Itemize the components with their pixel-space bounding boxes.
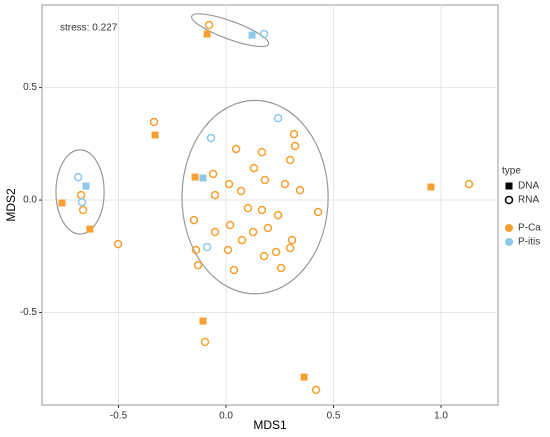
y-tick-label: -0.5 — [20, 307, 38, 318]
point-rna — [259, 251, 269, 261]
point-rna — [193, 260, 203, 270]
legend-swatch — [505, 224, 513, 232]
point-rna — [259, 29, 269, 39]
point-dna — [151, 131, 159, 139]
legend-label: RNA — [518, 195, 539, 206]
point-rna — [113, 239, 123, 249]
point-rna — [248, 227, 258, 237]
legend-label: P-itis — [518, 237, 540, 248]
x-tick-label: 0.5 — [327, 411, 341, 422]
point-rna — [249, 163, 259, 173]
point-rna — [260, 175, 270, 185]
y-tick-label: 0.0 — [23, 195, 37, 206]
point-rna — [210, 190, 220, 200]
stress-annotation: stress: 0.227 — [60, 23, 118, 34]
point-rna — [206, 133, 216, 143]
point-rna — [285, 243, 295, 253]
point-rna — [78, 205, 88, 215]
point-rna — [210, 227, 220, 237]
point-rna — [208, 169, 218, 179]
plot-panel — [41, 4, 499, 406]
y-tick-label: 0.5 — [23, 82, 37, 93]
point-rna — [289, 129, 299, 139]
point-rna — [257, 205, 267, 215]
point-rna — [273, 113, 283, 123]
x-tick-label: -0.5 — [110, 411, 128, 422]
point-rna — [237, 235, 247, 245]
point-dna — [203, 30, 211, 38]
point-rna — [243, 203, 253, 213]
point-dna — [199, 174, 207, 182]
point-rna — [224, 179, 234, 189]
point-rna — [202, 242, 212, 252]
y-axis-title: MDS2 — [4, 188, 18, 222]
point-rna — [273, 210, 283, 220]
point-rna — [276, 263, 286, 273]
point-rna — [290, 141, 300, 151]
point-rna — [263, 223, 273, 233]
point-rna — [223, 245, 233, 255]
point-rna — [257, 147, 267, 157]
point-dna — [82, 182, 90, 190]
legend-label: DNA — [518, 181, 539, 192]
legend-swatch — [505, 238, 513, 246]
x-tick-label: 0.0 — [219, 411, 233, 422]
point-rna — [200, 337, 210, 347]
point-rna — [285, 155, 295, 165]
point-rna — [231, 144, 241, 154]
point-rna — [229, 265, 239, 275]
point-rna — [225, 220, 235, 230]
point-dna — [300, 373, 308, 381]
group-ellipse — [55, 149, 105, 235]
point-rna — [504, 195, 514, 205]
point-dna — [191, 173, 199, 181]
point-rna — [311, 385, 321, 395]
point-rna — [189, 215, 199, 225]
point-dna — [248, 31, 256, 39]
point-rna — [77, 197, 87, 207]
point-dna — [199, 317, 207, 325]
point-dna — [427, 183, 435, 191]
group-ellipse — [181, 99, 329, 295]
point-rna — [464, 179, 474, 189]
point-rna — [295, 185, 305, 195]
point-dna — [505, 182, 513, 190]
point-rna — [191, 245, 201, 255]
point-dna — [58, 199, 66, 207]
group-ellipse — [191, 13, 270, 48]
legend-label: P-Ca — [518, 223, 541, 234]
point-rna — [149, 117, 159, 127]
point-rna — [236, 186, 246, 196]
point-rna — [313, 207, 323, 217]
x-axis-title: MDS1 — [253, 418, 287, 432]
point-rna — [280, 179, 290, 189]
point-rna — [204, 20, 214, 30]
x-tick-label: 1.0 — [434, 411, 448, 422]
point-dna — [86, 225, 94, 233]
point-rna — [271, 247, 281, 257]
point-rna — [73, 172, 83, 182]
point-rna — [287, 235, 297, 245]
legend-title: type — [502, 166, 521, 177]
